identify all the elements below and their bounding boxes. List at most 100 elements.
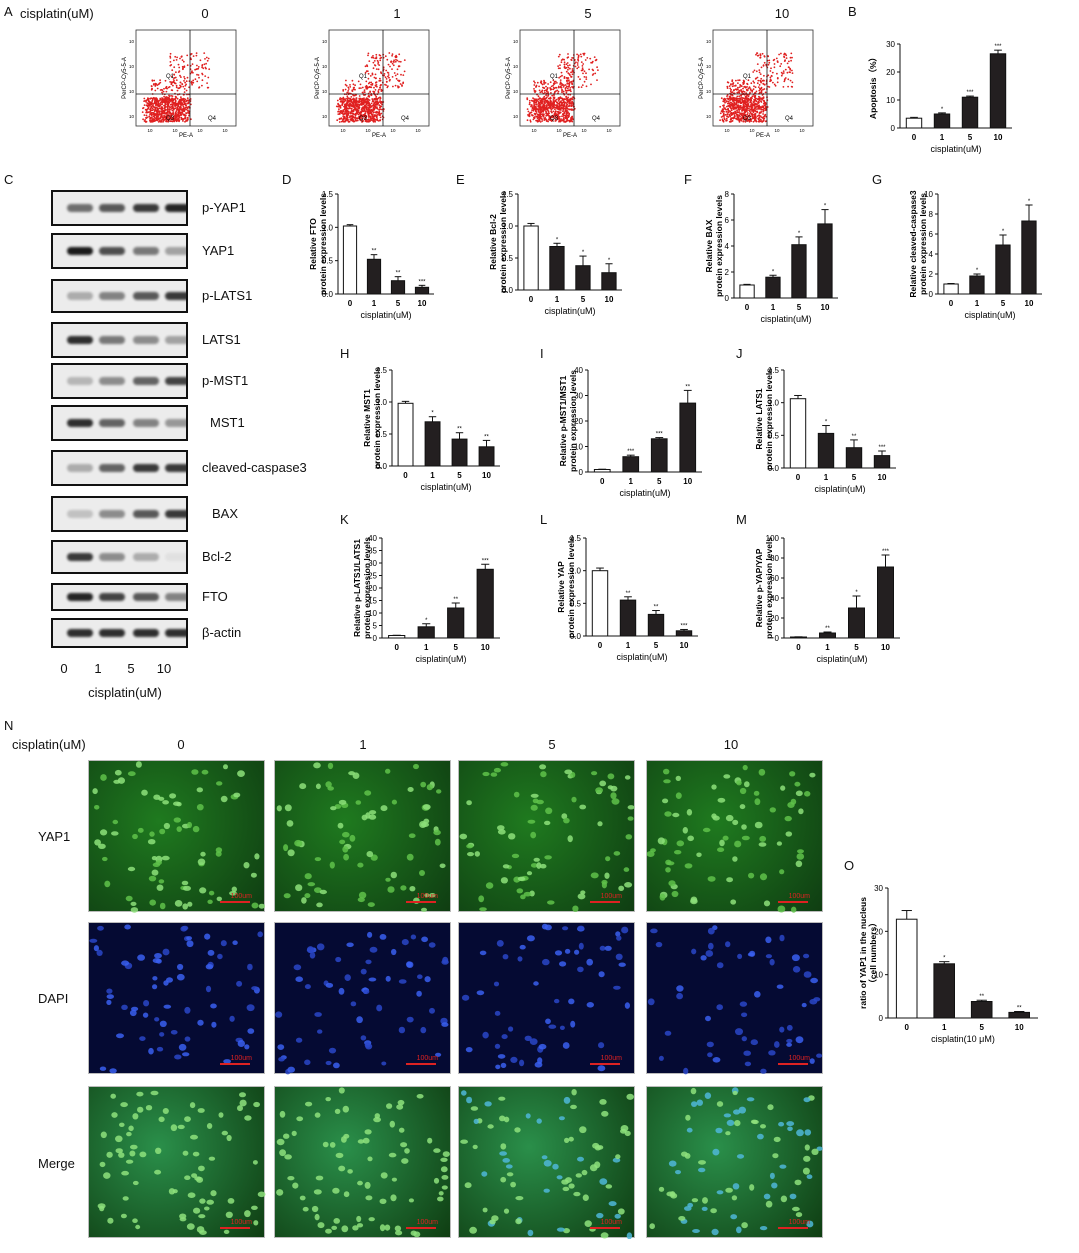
significance-mark: * (798, 231, 801, 237)
cell-nucleus (395, 1230, 403, 1236)
bar (679, 402, 697, 473)
flow-event (770, 67, 772, 70)
cell-nucleus (803, 953, 810, 959)
flow-event (789, 79, 792, 82)
flow-event (154, 89, 157, 92)
cell-nucleus (741, 824, 747, 830)
cell-nucleus (344, 974, 351, 981)
flow-event (365, 70, 368, 73)
flow-event (164, 118, 167, 121)
cell-nucleus (433, 1177, 440, 1184)
flow-event (344, 83, 347, 86)
flow-event (746, 117, 749, 119)
flow-event (368, 81, 371, 84)
flow-yaxis-label: PerCP-Cy5-5-A (122, 57, 128, 99)
cell-nucleus (613, 851, 621, 856)
flow-event (759, 115, 762, 117)
y-tick-label: 20 (886, 68, 895, 77)
flow-ytick: 10 (322, 89, 328, 94)
flow-event (568, 108, 571, 111)
cell-nucleus (380, 805, 388, 812)
cell-nucleus (198, 1214, 206, 1219)
cell-nucleus (433, 1148, 441, 1153)
cell-nucleus (743, 1050, 751, 1056)
cell-nucleus (386, 1103, 393, 1109)
y-axis-title: Relative BAX (704, 219, 714, 272)
flow-event (543, 95, 546, 98)
panel-label-h: H (340, 346, 350, 361)
cell-nucleus (626, 1093, 634, 1100)
flow-event (160, 110, 163, 113)
cell-nucleus (173, 817, 181, 823)
y-tick-label: 1.5 (570, 534, 582, 543)
cell-nucleus (410, 1230, 417, 1236)
cell-nucleus (189, 1102, 196, 1109)
y-tick-label: 0 (879, 1014, 884, 1023)
wb-band (67, 292, 93, 300)
flow-event (743, 105, 746, 108)
cell-nucleus (191, 769, 199, 775)
cell-nucleus (187, 901, 193, 907)
flow-event (552, 106, 555, 108)
y-tick-label: 2 (929, 270, 934, 279)
flow-event (159, 102, 162, 104)
bar-chart-g: 0 2 4 6 8 10 0 * 1 * 5 * 10 cisplatin(uM) Relative cle… (896, 186, 1066, 332)
flow-event (182, 113, 185, 116)
flow-event (740, 119, 743, 122)
flow-event (170, 108, 173, 110)
cell-nucleus (671, 890, 679, 898)
cell-nucleus (400, 1142, 408, 1148)
significance-mark: *** (627, 449, 635, 455)
flow-event (758, 99, 761, 102)
flow-event (376, 97, 379, 100)
flow-event (546, 108, 549, 110)
flow-event (567, 66, 570, 69)
flow-event (529, 111, 531, 114)
bar (817, 223, 833, 299)
flow-event (370, 94, 373, 97)
flow-event (558, 53, 561, 56)
flow-event (558, 115, 561, 118)
flow-event (557, 67, 560, 70)
flow-event (526, 97, 529, 99)
flow-event (559, 75, 562, 78)
cell-nucleus (333, 1062, 340, 1069)
flow-event (742, 113, 745, 116)
cell-nucleus (599, 1178, 608, 1185)
wb-band (99, 510, 125, 518)
flow-event (336, 119, 339, 122)
flow-event (761, 52, 764, 55)
flow-event (729, 97, 732, 100)
y-tick-label: 30 (874, 884, 883, 893)
flow-event (555, 106, 558, 109)
micro-dose-label: cisplatin(uM) (12, 737, 86, 752)
flow-xtick: 10 (415, 128, 421, 133)
flow-event (726, 87, 729, 89)
y-axis-title: Relative MST1 (362, 389, 372, 447)
flow-event (343, 97, 345, 100)
flow-event (346, 112, 349, 114)
flow-event (594, 59, 597, 62)
cell-nucleus (155, 860, 162, 866)
flow-event (154, 85, 157, 87)
flow-event (546, 88, 548, 91)
cell-nucleus (152, 984, 158, 990)
flow-event (379, 101, 382, 103)
cell-nucleus (215, 851, 222, 857)
flow-event (740, 85, 743, 88)
flow-event (349, 99, 351, 101)
cell-nucleus (809, 1058, 815, 1064)
flow-event (728, 114, 731, 117)
cell-nucleus (362, 1137, 370, 1144)
cell-nucleus (356, 1215, 362, 1223)
y-axis-title: Relative cleaved-caspase3 (908, 190, 918, 298)
flow-event (180, 113, 183, 116)
cell-nucleus (137, 1106, 144, 1113)
flow-event (162, 98, 164, 101)
flow-event (170, 116, 173, 118)
cell-nucleus (201, 769, 209, 775)
flow-event (758, 69, 761, 71)
flow-event (557, 65, 559, 67)
flow-event (596, 79, 598, 81)
flow-event (183, 101, 185, 104)
